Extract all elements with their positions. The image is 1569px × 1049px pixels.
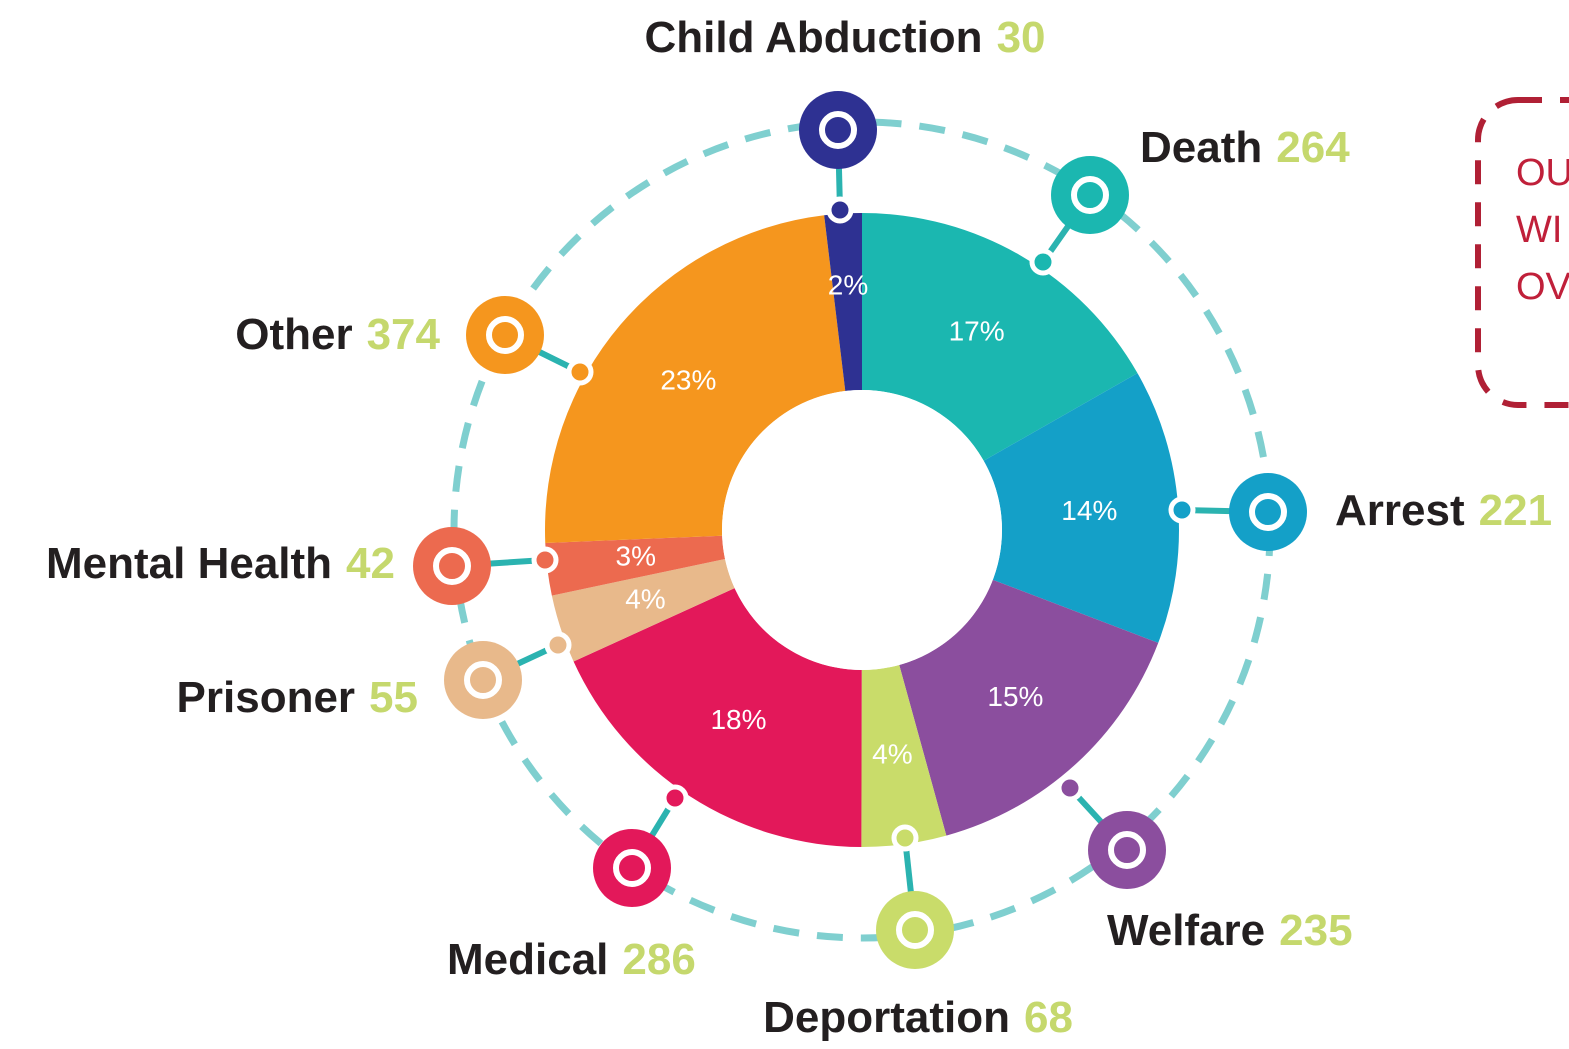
slice bbox=[551, 558, 735, 662]
category-count: 30 bbox=[997, 13, 1046, 62]
category-name: Child Abduction bbox=[644, 13, 982, 62]
icon-glyph bbox=[486, 316, 524, 354]
icon bbox=[444, 641, 522, 719]
category-label: Arrest 221 bbox=[1335, 486, 1552, 535]
category-name: Mental Health bbox=[46, 539, 332, 588]
icon bbox=[466, 296, 544, 374]
category-name: Death bbox=[1140, 123, 1262, 172]
connector-dot bbox=[826, 196, 854, 224]
category-count: 374 bbox=[367, 310, 441, 359]
percent-label: 15% bbox=[987, 681, 1043, 712]
connector-dot bbox=[661, 784, 689, 812]
percent-label: 18% bbox=[710, 704, 766, 735]
category-count: 286 bbox=[622, 935, 695, 984]
icon bbox=[593, 829, 671, 907]
category-count: 221 bbox=[1479, 486, 1552, 535]
percent-label: 4% bbox=[872, 738, 912, 769]
note-box bbox=[1475, 97, 1569, 408]
icon bbox=[799, 91, 877, 169]
category-label: Mental Health 42 bbox=[46, 539, 395, 588]
percent-label: 4% bbox=[625, 584, 665, 615]
category-count: 235 bbox=[1279, 906, 1352, 955]
icon-glyph bbox=[433, 547, 471, 585]
category-count: 55 bbox=[369, 673, 418, 722]
category-label: Welfare 235 bbox=[1107, 906, 1353, 955]
category-count: 264 bbox=[1276, 123, 1350, 172]
connector-dot bbox=[891, 824, 919, 852]
category-count: 42 bbox=[346, 539, 395, 588]
icon bbox=[1229, 473, 1307, 551]
category-name: Prisoner bbox=[177, 673, 356, 722]
connector-dot bbox=[1029, 248, 1057, 276]
category-name: Other bbox=[235, 310, 352, 359]
icon bbox=[1051, 156, 1129, 234]
slice bbox=[545, 535, 726, 596]
percent-label: 3% bbox=[616, 541, 656, 572]
category-count: 68 bbox=[1024, 993, 1073, 1042]
icon-glyph bbox=[819, 111, 857, 149]
note-line: WI bbox=[1516, 209, 1562, 251]
connector-dot bbox=[1168, 496, 1196, 524]
connector-dot bbox=[531, 546, 559, 574]
icon-glyph bbox=[1249, 493, 1287, 531]
icon-glyph bbox=[464, 661, 502, 699]
slice bbox=[861, 664, 947, 847]
slice bbox=[862, 213, 1138, 461]
icon bbox=[1088, 811, 1166, 889]
category-label: Deportation 68 bbox=[763, 993, 1073, 1042]
note-line: OU bbox=[1516, 152, 1569, 194]
category-label: Death 264 bbox=[1140, 123, 1350, 172]
connector-dot bbox=[544, 631, 572, 659]
category-label: Other 374 bbox=[235, 310, 440, 359]
category-label: Medical 286 bbox=[447, 935, 696, 984]
percent-label: 17% bbox=[949, 315, 1005, 346]
icon-glyph bbox=[1071, 176, 1109, 214]
slice bbox=[573, 588, 862, 847]
slice bbox=[544, 215, 846, 543]
note-line: OV bbox=[1516, 266, 1569, 308]
slice bbox=[899, 579, 1159, 836]
icon-glyph bbox=[896, 911, 934, 949]
icon-glyph bbox=[1108, 831, 1146, 869]
icon bbox=[876, 891, 954, 969]
slice bbox=[824, 213, 862, 392]
icon-glyph bbox=[613, 849, 651, 887]
slice bbox=[983, 373, 1179, 643]
category-label: Child Abduction 30 bbox=[644, 13, 1045, 62]
percent-label: 14% bbox=[1061, 495, 1117, 526]
category-label: Prisoner 55 bbox=[177, 673, 418, 722]
percent-label: 23% bbox=[660, 365, 716, 396]
donut-hole bbox=[722, 390, 1002, 670]
category-name: Arrest bbox=[1335, 486, 1465, 535]
icon bbox=[413, 527, 491, 605]
category-name: Medical bbox=[447, 935, 608, 984]
category-name: Welfare bbox=[1107, 906, 1265, 955]
percent-label: 2% bbox=[828, 269, 868, 300]
connector-dot bbox=[1056, 774, 1084, 802]
category-name: Deportation bbox=[763, 993, 1010, 1042]
connector-dot bbox=[566, 358, 594, 386]
